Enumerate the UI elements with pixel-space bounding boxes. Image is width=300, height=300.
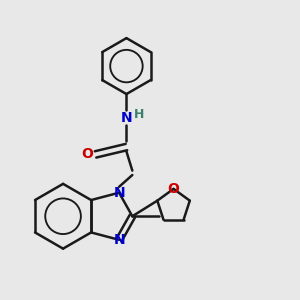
Text: O: O bbox=[81, 147, 93, 161]
Text: N: N bbox=[113, 233, 125, 247]
Text: N: N bbox=[113, 186, 125, 200]
Text: O: O bbox=[168, 182, 179, 196]
Text: H: H bbox=[134, 108, 144, 121]
Text: N: N bbox=[121, 111, 132, 124]
